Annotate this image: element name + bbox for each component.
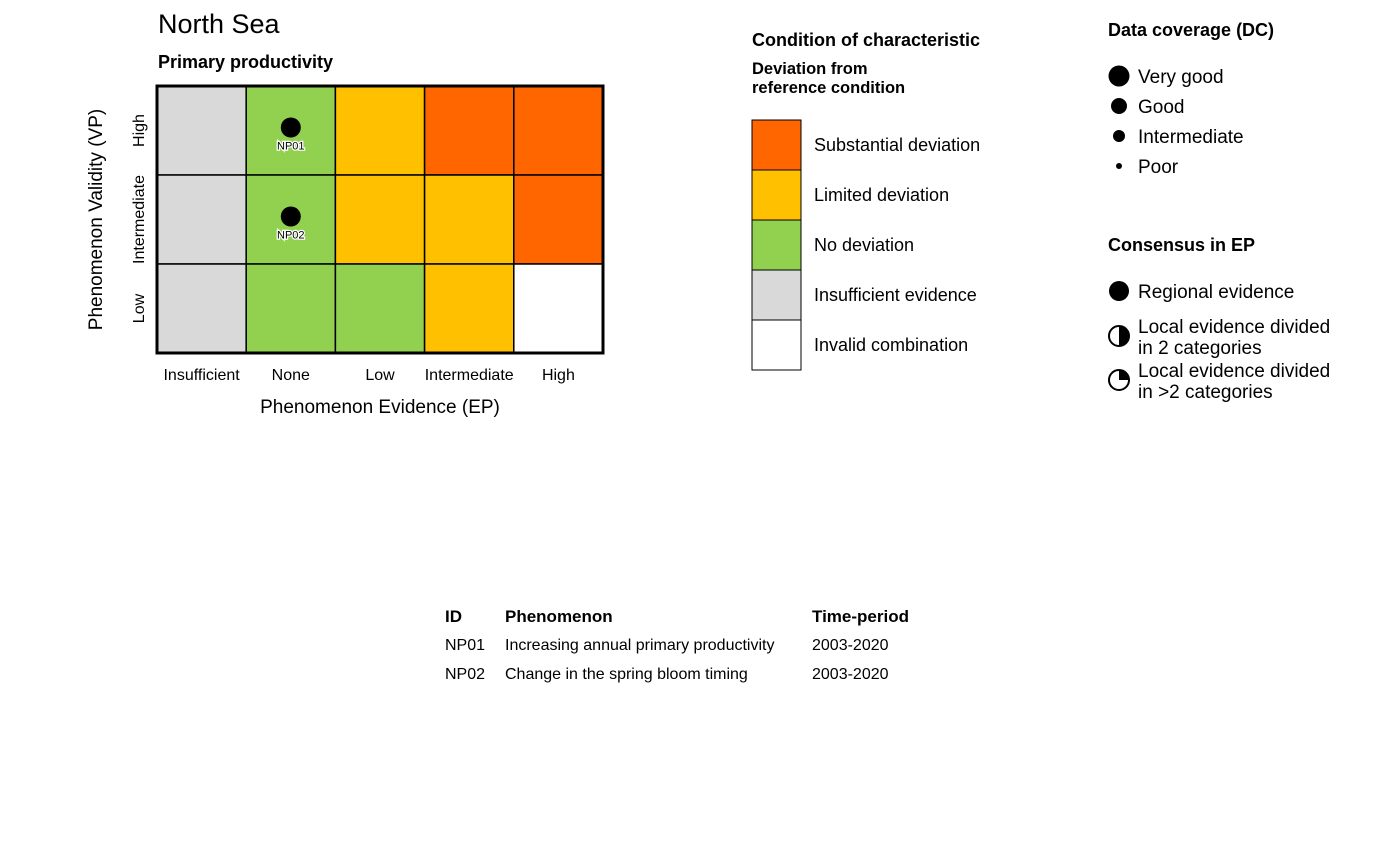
legend-label: Insufficient evidence (814, 285, 977, 305)
y-tick-label: Intermediate (131, 175, 148, 264)
consensus-label: Local evidence divided (1138, 361, 1330, 382)
legend-swatch (751, 319, 802, 371)
coverage-label: Intermediate (1138, 127, 1244, 148)
condition-legend-subtitle: reference condition (752, 79, 905, 97)
full-circle-icon (1109, 281, 1129, 301)
data-point-label: NP02 (277, 230, 305, 242)
legend-label: No deviation (814, 235, 914, 255)
x-tick-label: Intermediate (425, 367, 514, 384)
legend-swatch (751, 269, 802, 321)
consensus-label: in >2 categories (1138, 382, 1273, 403)
heatmap-cell (513, 85, 604, 176)
half-circle-fill (1119, 326, 1129, 346)
heatmap-cell (156, 85, 247, 176)
coverage-symbol (1111, 98, 1127, 114)
coverage-symbol (1108, 65, 1130, 87)
table-header-phenomenon: Phenomenon (505, 607, 613, 626)
heatmap-cell (423, 85, 515, 176)
coverage-symbol (1116, 163, 1122, 169)
heatmap-cell (423, 174, 515, 265)
consensus-label: Regional evidence (1138, 282, 1294, 303)
data-point-label: NP01 (277, 141, 305, 153)
y-tick-label: High (131, 114, 148, 147)
coverage-symbol (1113, 130, 1125, 142)
heatmap-cell (245, 263, 337, 354)
y-tick-label: Low (131, 293, 148, 323)
table-cell-id: NP02 (445, 666, 486, 683)
heatmap-cell (334, 174, 426, 265)
heatmap-cell (513, 263, 604, 354)
legend-label: Substantial deviation (814, 135, 980, 155)
legend-swatch (751, 169, 802, 221)
x-tick-label: None (272, 367, 310, 384)
x-tick-label: Low (365, 367, 395, 384)
coverage-legend-title: Data coverage (DC) (1108, 20, 1274, 40)
table-cell-id: NP01 (445, 637, 486, 654)
table-cell-phenomenon: Increasing annual primary productivity (505, 637, 775, 654)
heatmap-cell (423, 263, 515, 354)
condition-legend-title: Condition of characteristic (752, 30, 980, 50)
heatmap-cell (334, 263, 426, 354)
plot-border (155, 84, 605, 355)
chart-subtitle: Primary productivity (158, 52, 334, 72)
consensus-label: in 2 categories (1138, 338, 1262, 359)
quarter-circle-fill (1119, 370, 1129, 380)
y-axis-label: Phenomenon Validity (VP) (86, 109, 107, 330)
data-point-np01 (280, 117, 301, 138)
table-cell-time-period: 2003-2020 (812, 666, 889, 683)
chart-title: North Sea (158, 9, 280, 39)
consensus-legend-title: Consensus in EP (1108, 235, 1255, 255)
heatmap-cell (156, 174, 247, 265)
legend-label: Limited deviation (814, 185, 949, 205)
data-point-np02 (280, 206, 301, 227)
table-header-time-period: Time-period (812, 607, 909, 626)
coverage-label: Good (1138, 97, 1184, 118)
heatmap-cell (334, 85, 426, 176)
legend-swatch (751, 219, 802, 271)
consensus-label: Local evidence divided (1138, 317, 1330, 338)
coverage-label: Very good (1138, 67, 1224, 88)
table-cell-time-period: 2003-2020 (812, 637, 889, 654)
condition-legend-subtitle: Deviation from (752, 60, 868, 78)
x-axis-label: Phenomenon Evidence (EP) (260, 397, 500, 418)
table-header-id: ID (445, 607, 462, 626)
legend-swatch (751, 119, 802, 171)
coverage-label: Poor (1138, 157, 1179, 178)
legend-label: Invalid combination (814, 335, 968, 355)
table-cell-phenomenon: Change in the spring bloom timing (505, 666, 748, 683)
heatmap-cell (156, 263, 247, 354)
heatmap-cell (513, 174, 604, 265)
x-tick-label: Insufficient (163, 367, 240, 384)
x-tick-label: High (542, 367, 575, 384)
